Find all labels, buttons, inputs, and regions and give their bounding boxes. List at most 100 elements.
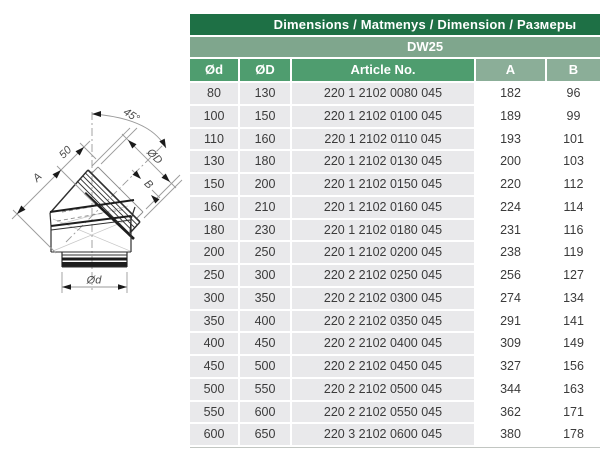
table-title: Dimensions / Matmenys / Dimension / Разм…: [190, 14, 600, 35]
cell-od-small: 550: [190, 402, 240, 423]
cell-b: 96: [547, 83, 600, 104]
table-body: 80 130 220 1 2102 0080 045 182 96 100 15…: [190, 83, 600, 445]
table-row: 130 180 220 1 2102 0130 045 200 103: [190, 151, 600, 172]
cell-article: 220 1 2102 0110 045: [292, 129, 476, 150]
cell-od-big: 160: [240, 129, 292, 150]
cell-article: 220 1 2102 0180 045: [292, 220, 476, 241]
cell-a: 274: [476, 288, 547, 309]
cell-article: 220 2 2102 0300 045: [292, 288, 476, 309]
table-row: 550 600 220 2 2102 0550 045 362 171: [190, 402, 600, 423]
cell-od-big: 150: [240, 106, 292, 127]
cell-b: 163: [547, 379, 600, 400]
column-header-od-big: ØD: [240, 59, 292, 81]
cell-od-small: 150: [190, 174, 240, 195]
cell-article: 220 2 2102 0250 045: [292, 265, 476, 286]
cell-od-small: 500: [190, 379, 240, 400]
cell-od-small: 110: [190, 129, 240, 150]
cell-a: 291: [476, 311, 547, 332]
cell-article: 220 2 2102 0500 045: [292, 379, 476, 400]
cell-od-big: 130: [240, 83, 292, 104]
cell-a: 231: [476, 220, 547, 241]
cell-b: 114: [547, 197, 600, 218]
column-header-od-small: Ød: [190, 59, 240, 81]
table-row: 180 230 220 1 2102 0180 045 231 116: [190, 220, 600, 241]
table-header-row: Ød ØD Article No. A B: [190, 59, 600, 81]
cell-a: 200: [476, 151, 547, 172]
elbow-technical-drawing: 45° 50 A ØD B Ød: [0, 0, 190, 457]
cell-article: 220 1 2102 0100 045: [292, 106, 476, 127]
cell-b: 134: [547, 288, 600, 309]
table-row: 150 200 220 1 2102 0150 045 220 112: [190, 174, 600, 195]
cell-b: 127: [547, 265, 600, 286]
cell-b: 112: [547, 174, 600, 195]
cell-od-big: 210: [240, 197, 292, 218]
table-row: 200 250 220 1 2102 0200 045 238 119: [190, 242, 600, 263]
elbow-outline: [50, 170, 140, 267]
cell-od-big: 500: [240, 356, 292, 377]
cell-od-small: 130: [190, 151, 240, 172]
cell-od-big: 230: [240, 220, 292, 241]
cell-od-small: 80: [190, 83, 240, 104]
cell-b: 116: [547, 220, 600, 241]
table-row: 400 450 220 2 2102 0400 045 309 149: [190, 333, 600, 354]
cell-a: 238: [476, 242, 547, 263]
table-row: 160 210 220 1 2102 0160 045 224 114: [190, 197, 600, 218]
table-row: 500 550 220 2 2102 0500 045 344 163: [190, 379, 600, 400]
cell-a: 327: [476, 356, 547, 377]
cell-od-small: 400: [190, 333, 240, 354]
cell-a: 182: [476, 83, 547, 104]
table-row: 80 130 220 1 2102 0080 045 182 96: [190, 83, 600, 104]
cell-b: 141: [547, 311, 600, 332]
column-header-b: B: [547, 59, 600, 81]
cell-a: 309: [476, 333, 547, 354]
table-row: 450 500 220 2 2102 0450 045 327 156: [190, 356, 600, 377]
cell-od-big: 450: [240, 333, 292, 354]
cell-od-big: 400: [240, 311, 292, 332]
table-subtitle: DW25: [190, 37, 600, 57]
cell-article: 220 2 2102 0450 045: [292, 356, 476, 377]
cell-od-small: 200: [190, 242, 240, 263]
cell-od-small: 100: [190, 106, 240, 127]
column-header-a: A: [476, 59, 547, 81]
cell-od-big: 650: [240, 424, 292, 445]
cell-b: 99: [547, 106, 600, 127]
cell-od-small: 160: [190, 197, 240, 218]
cell-od-small: 250: [190, 265, 240, 286]
cell-od-big: 200: [240, 174, 292, 195]
table-row: 110 160 220 1 2102 0110 045 193 101: [190, 129, 600, 150]
cell-b: 119: [547, 242, 600, 263]
cell-od-small: 300: [190, 288, 240, 309]
table-row: 300 350 220 2 2102 0300 045 274 134: [190, 288, 600, 309]
cell-b: 178: [547, 424, 600, 445]
cell-od-small: 450: [190, 356, 240, 377]
table-row: 350 400 220 2 2102 0350 045 291 141: [190, 311, 600, 332]
table-row: 250 300 220 2 2102 0250 045 256 127: [190, 265, 600, 286]
cell-a: 344: [476, 379, 547, 400]
cell-od-big: 250: [240, 242, 292, 263]
cell-od-big: 180: [240, 151, 292, 172]
cell-b: 171: [547, 402, 600, 423]
cell-article: 220 2 2102 0400 045: [292, 333, 476, 354]
cell-article: 220 3 2102 0600 045: [292, 424, 476, 445]
cell-b: 103: [547, 151, 600, 172]
cell-a: 256: [476, 265, 547, 286]
elbow-drawing-canvas: [0, 0, 190, 457]
cell-od-big: 300: [240, 265, 292, 286]
cell-article: 220 1 2102 0200 045: [292, 242, 476, 263]
cell-a: 362: [476, 402, 547, 423]
table-bottom-rule: [190, 447, 600, 448]
cell-a: 193: [476, 129, 547, 150]
cell-a: 224: [476, 197, 547, 218]
cell-a: 189: [476, 106, 547, 127]
cell-od-big: 600: [240, 402, 292, 423]
cell-article: 220 1 2102 0130 045: [292, 151, 476, 172]
cell-b: 101: [547, 129, 600, 150]
cell-od-big: 350: [240, 288, 292, 309]
column-header-article: Article No.: [292, 59, 476, 81]
cell-od-small: 600: [190, 424, 240, 445]
cell-od-small: 180: [190, 220, 240, 241]
cell-article: 220 2 2102 0550 045: [292, 402, 476, 423]
cell-article: 220 1 2102 0150 045: [292, 174, 476, 195]
cell-article: 220 1 2102 0160 045: [292, 197, 476, 218]
cell-article: 220 2 2102 0350 045: [292, 311, 476, 332]
